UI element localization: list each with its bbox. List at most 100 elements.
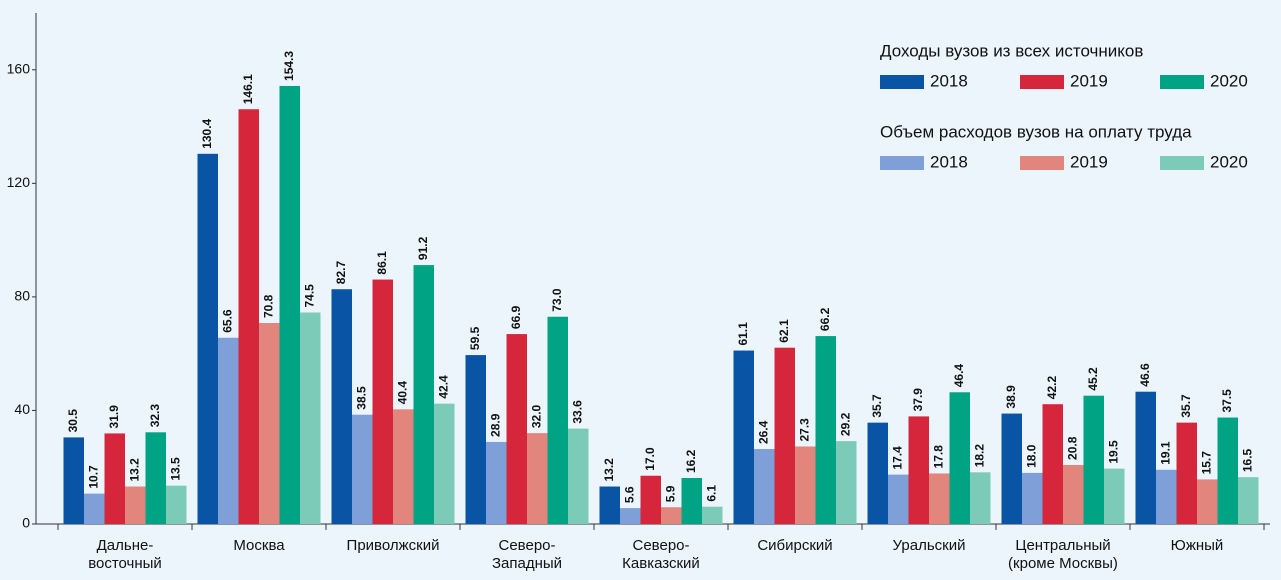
x-tick-label: Кавказский bbox=[622, 555, 700, 572]
x-tick-label: Уральский bbox=[893, 537, 966, 554]
value-label: 18.0 bbox=[1024, 444, 1038, 468]
bar bbox=[1042, 404, 1063, 524]
value-label: 59.5 bbox=[468, 326, 482, 350]
bar bbox=[1135, 391, 1156, 524]
bar bbox=[465, 355, 486, 524]
bar bbox=[434, 403, 455, 524]
y-tick-label: 120 bbox=[7, 174, 31, 190]
value-label: 28.9 bbox=[488, 413, 502, 437]
legend-label: 2018 bbox=[930, 152, 968, 171]
y-tick-label: 0 bbox=[22, 515, 30, 531]
value-label: 66.9 bbox=[509, 305, 523, 329]
value-label: 62.1 bbox=[777, 319, 791, 343]
legend-swatch bbox=[1160, 75, 1204, 89]
bar bbox=[300, 312, 321, 524]
bar bbox=[681, 478, 702, 524]
x-tick-label: Южный bbox=[1171, 537, 1224, 554]
value-label: 19.5 bbox=[1106, 440, 1120, 464]
value-label: 154.3 bbox=[282, 51, 296, 81]
value-label: 42.4 bbox=[436, 375, 450, 399]
legend-label: 2019 bbox=[1070, 152, 1108, 171]
bar bbox=[620, 508, 641, 524]
bar bbox=[795, 446, 816, 524]
legend-label: 2019 bbox=[1070, 71, 1108, 90]
bar bbox=[970, 472, 991, 524]
bar bbox=[104, 433, 125, 524]
value-label: 38.9 bbox=[1004, 385, 1018, 409]
y-tick-label: 80 bbox=[14, 288, 30, 304]
bar bbox=[867, 422, 888, 524]
bar bbox=[84, 493, 105, 524]
x-tick-label: Москва bbox=[233, 537, 285, 554]
x-tick-label: Центральный bbox=[1015, 537, 1110, 554]
bar bbox=[1063, 464, 1084, 524]
value-label: 17.0 bbox=[643, 447, 657, 471]
legend-title: Объем расходов вузов на оплату труда bbox=[880, 122, 1192, 141]
value-label: 30.5 bbox=[66, 409, 80, 433]
value-label: 46.6 bbox=[1138, 363, 1152, 387]
bar bbox=[413, 265, 434, 524]
x-tick-label: Приволжский bbox=[347, 537, 440, 554]
value-label: 74.5 bbox=[302, 284, 316, 308]
value-label: 86.1 bbox=[375, 251, 389, 275]
bar bbox=[1001, 413, 1022, 524]
value-label: 18.2 bbox=[972, 444, 986, 468]
x-tick-label: Северо- bbox=[499, 537, 556, 554]
bar bbox=[640, 475, 661, 524]
bar bbox=[197, 153, 218, 524]
bar bbox=[599, 486, 620, 524]
bar bbox=[815, 336, 836, 524]
value-label: 15.7 bbox=[1199, 451, 1213, 475]
bar bbox=[125, 486, 146, 524]
value-label: 37.9 bbox=[911, 388, 925, 412]
bar bbox=[949, 392, 970, 524]
y-tick-label: 40 bbox=[14, 401, 30, 417]
value-label: 33.6 bbox=[570, 400, 584, 424]
value-label: 73.0 bbox=[550, 288, 564, 312]
x-tick-label: (кроме Москвы) bbox=[1008, 555, 1118, 572]
bar bbox=[754, 449, 775, 524]
value-label: 16.2 bbox=[684, 449, 698, 473]
bar bbox=[1197, 479, 1218, 524]
x-tick-label: Дальне- bbox=[97, 537, 154, 554]
x-tick-label: Сибирский bbox=[757, 537, 832, 554]
value-label: 16.5 bbox=[1240, 448, 1254, 472]
value-label: 146.1 bbox=[241, 74, 255, 104]
legend-swatch bbox=[1160, 156, 1204, 170]
x-tick-label: Северо- bbox=[633, 537, 690, 554]
value-label: 31.9 bbox=[107, 405, 121, 429]
bar bbox=[63, 437, 84, 524]
value-label: 40.4 bbox=[395, 381, 409, 405]
value-label: 35.7 bbox=[1179, 394, 1193, 418]
value-label: 46.4 bbox=[952, 364, 966, 388]
value-label: 70.8 bbox=[261, 294, 275, 318]
value-label: 27.3 bbox=[797, 418, 811, 442]
value-label: 45.2 bbox=[1086, 367, 1100, 391]
value-label: 10.7 bbox=[86, 465, 100, 489]
value-label: 26.4 bbox=[756, 420, 770, 444]
bar bbox=[888, 474, 909, 524]
value-label: 32.0 bbox=[529, 404, 543, 428]
x-tick-label: Западный bbox=[492, 555, 562, 572]
bar bbox=[547, 316, 568, 524]
value-label: 5.6 bbox=[622, 486, 636, 503]
value-label: 6.1 bbox=[704, 485, 718, 502]
value-label: 91.2 bbox=[416, 236, 430, 260]
value-label: 19.1 bbox=[1158, 441, 1172, 465]
bar bbox=[568, 428, 589, 524]
bar bbox=[166, 485, 187, 524]
bar bbox=[836, 441, 857, 524]
bar bbox=[259, 323, 280, 524]
value-label: 37.5 bbox=[1220, 389, 1234, 413]
value-label: 32.3 bbox=[148, 404, 162, 428]
bar bbox=[702, 506, 723, 524]
value-label: 13.2 bbox=[127, 458, 141, 482]
value-label: 82.7 bbox=[334, 261, 348, 285]
bar bbox=[279, 85, 300, 524]
x-tick-label: восточный bbox=[88, 555, 162, 572]
bar bbox=[506, 334, 527, 524]
legend-swatch bbox=[1020, 156, 1064, 170]
legend-swatch bbox=[1020, 75, 1064, 89]
bar bbox=[1104, 468, 1125, 524]
value-label: 20.8 bbox=[1065, 436, 1079, 460]
